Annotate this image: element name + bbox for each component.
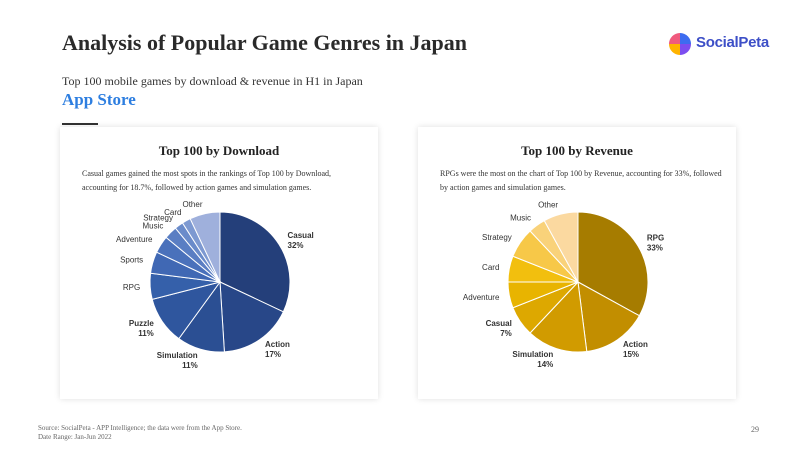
- revenue-label-card: Card: [482, 263, 499, 272]
- download-pie-chart: Casual32%Action17%Simulation11%Puzzle11%…: [116, 200, 314, 370]
- revenue-label-adventure: Adventure: [463, 293, 500, 302]
- download-panel: Top 100 by Download Casual games gained …: [60, 127, 378, 399]
- page-number: 29: [751, 425, 759, 434]
- revenue-label-simulation: Simulation: [512, 350, 553, 359]
- revenue-slice-other: [543, 211, 579, 283]
- revenue-label-casual: Casual: [486, 319, 512, 328]
- revenue-panel: Top 100 by Revenue RPGs were the most on…: [418, 127, 736, 399]
- download-label-action: Action: [265, 340, 290, 349]
- download-label-adventure: Adventure: [116, 235, 153, 244]
- revenue-label-rpg: RPG: [647, 233, 664, 242]
- date-range-text: Date Range: Jan-Jun 2022: [38, 433, 112, 441]
- download-label-music: Music: [143, 221, 164, 230]
- download-label-puzzle: Puzzle: [129, 319, 154, 328]
- download-slice-action: [219, 281, 285, 353]
- store-label: App Store: [62, 90, 136, 109]
- logo-icon: [669, 33, 691, 55]
- logo: SocialPeta: [668, 31, 788, 57]
- revenue-chart-title: Top 100 by Revenue: [521, 143, 633, 158]
- title-underline: [62, 123, 98, 125]
- revenue-value-simulation: 14%: [537, 360, 553, 369]
- download-label-rpg: RPG: [123, 283, 140, 292]
- download-value-puzzle: 11%: [138, 329, 154, 338]
- revenue-label-action: Action: [623, 340, 648, 349]
- download-label-strategy: Strategy: [143, 213, 173, 222]
- revenue-label-music: Music: [510, 213, 531, 222]
- revenue-slice-action: [577, 281, 641, 353]
- download-slice-other: [189, 211, 221, 283]
- download-value-action: 17%: [265, 350, 281, 359]
- revenue-slice-simulation: [529, 280, 588, 353]
- revenue-chart-description: RPGs were the most on the chart of Top 1…: [440, 169, 722, 192]
- download-label-simulation: Simulation: [157, 351, 198, 360]
- revenue-value-rpg: 33%: [647, 243, 663, 252]
- revenue-value-casual: 7%: [500, 329, 512, 338]
- revenue-label-strategy: Strategy: [482, 233, 512, 242]
- source-text: Source: SocialPeta - APP Intelligence; t…: [38, 424, 242, 432]
- download-label-other: Other: [182, 200, 202, 209]
- download-label-casual: Casual: [288, 231, 314, 240]
- download-label-sports: Sports: [120, 256, 143, 265]
- download-value-simulation: 11%: [182, 361, 198, 370]
- download-chart-description: Casual games gained the most spots in th…: [82, 169, 332, 192]
- download-label-card: Card: [164, 208, 181, 217]
- page-title: Analysis of Popular Game Genres in Japan: [62, 30, 468, 55]
- revenue-label-other: Other: [538, 201, 558, 210]
- footer-source: Source: SocialPeta - APP Intelligence; t…: [38, 424, 242, 442]
- revenue-slice-rpg: [577, 211, 649, 317]
- revenue-value-action: 15%: [623, 350, 639, 359]
- logo-text: SocialPeta: [696, 34, 769, 51]
- page-subtitle: Top 100 mobile games by download & reven…: [62, 74, 363, 88]
- download-chart-title: Top 100 by Download: [158, 143, 280, 158]
- download-value-casual: 32%: [288, 241, 304, 250]
- download-slice-casual: [219, 211, 291, 313]
